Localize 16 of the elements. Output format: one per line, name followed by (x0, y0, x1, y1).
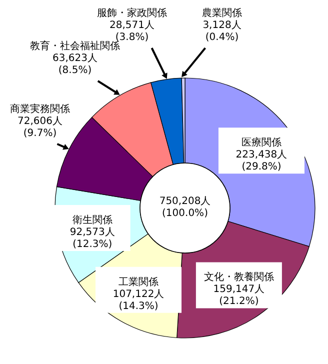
slice-label: 農業関係 (202, 7, 242, 19)
slice-label: 医療関係 (241, 136, 282, 149)
slice-label: 工業関係 (118, 276, 159, 288)
text: 750,208人 (100.0%) (159, 196, 211, 219)
data-label: 63,623人 (8.5%) (52, 53, 98, 76)
data-label: 3,128人 (0.4%) (202, 20, 242, 43)
slice-label: 商業実務関係 (10, 103, 70, 115)
slice-label: 服飾・家政関係 (97, 7, 167, 19)
data-label: 107,122人 (14.3%) (112, 288, 164, 312)
slice-label: 衛生関係 (72, 214, 112, 226)
slice-label: 教育・社会福祉関係 (30, 40, 120, 52)
data-label: 223,438人 (29.8%) (236, 150, 288, 173)
slice-label: 文化・教養関係 (204, 271, 274, 284)
data-label: 92,573人 (12.3%) (70, 227, 115, 250)
data-label: 159,147人 (21.2%) (213, 284, 265, 308)
data-label: 72,606人 (9.7%) (18, 116, 62, 139)
